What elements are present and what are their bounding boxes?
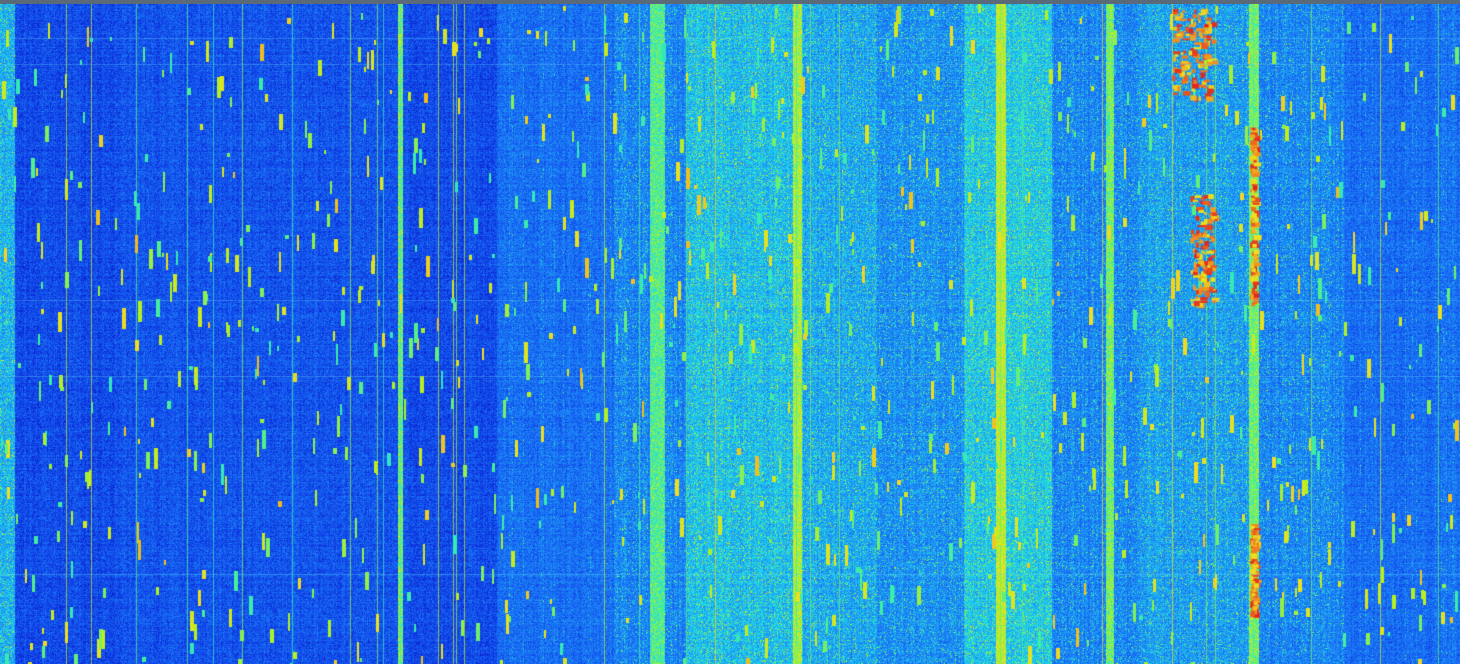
- spectrum-waterfall-canvas[interactable]: [0, 4, 1460, 664]
- window-top-border: [0, 0, 1460, 4]
